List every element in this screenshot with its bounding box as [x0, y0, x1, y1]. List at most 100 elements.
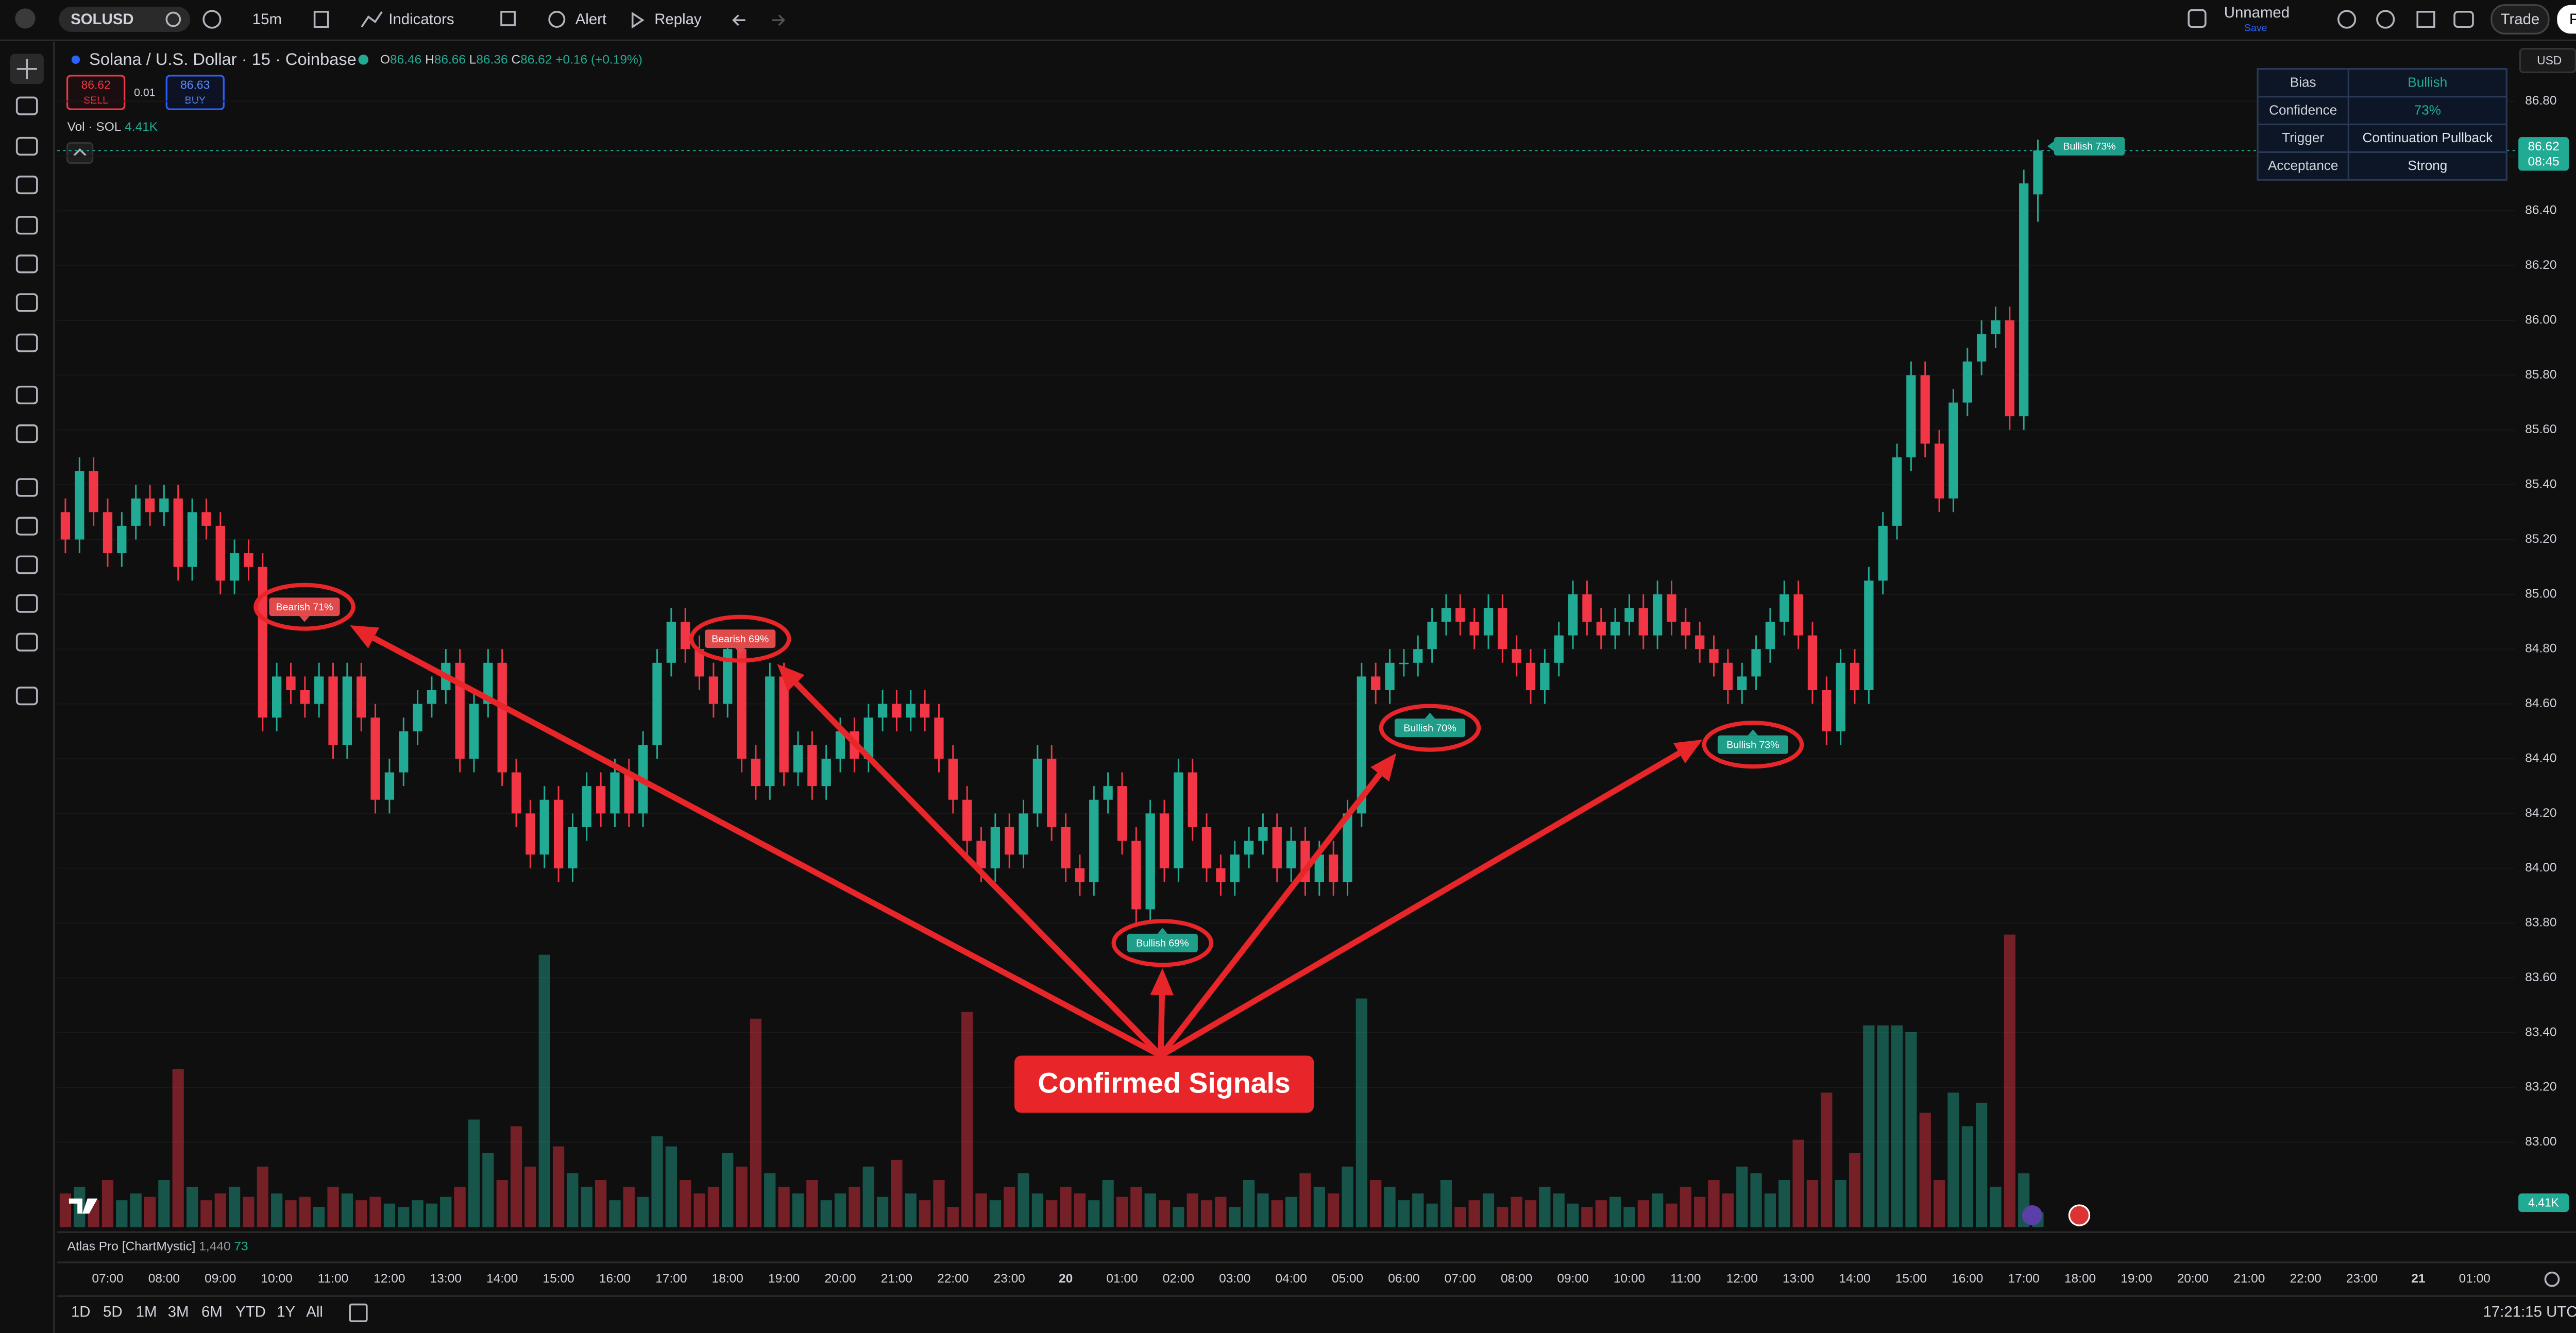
tool-icon[interactable]	[15, 385, 38, 405]
candle-body	[553, 799, 564, 868]
volume-bar	[623, 1187, 635, 1227]
tool-icon[interactable]	[15, 686, 38, 706]
go-to-date[interactable]	[349, 1303, 368, 1322]
x-tick-label: 03:00	[1219, 1272, 1250, 1286]
candle-body	[1850, 662, 1860, 690]
volume-bar	[1821, 1092, 1833, 1227]
compare-icon[interactable]	[165, 11, 181, 27]
layout-name[interactable]: Unnamed	[2224, 4, 2290, 21]
add-symbol[interactable]	[202, 10, 222, 29]
candle-body	[187, 512, 197, 567]
volume-bar	[1567, 1203, 1579, 1227]
snapshot[interactable]	[2453, 11, 2474, 28]
candle-body	[1765, 622, 1775, 650]
x-tick-label: 22:00	[937, 1272, 969, 1286]
volume-bar	[680, 1180, 691, 1227]
tool-icon[interactable]	[15, 333, 38, 352]
range-button[interactable]: 1Y	[277, 1304, 295, 1321]
signal-pointer	[735, 648, 745, 654]
range-button[interactable]: 5D	[103, 1304, 123, 1321]
arrow-shaft	[372, 635, 1162, 1058]
volume-bar	[665, 1146, 677, 1227]
candle-body	[863, 717, 873, 759]
tool-icon[interactable]	[15, 136, 38, 156]
table-value: Bullish	[2408, 74, 2447, 90]
tool-icon[interactable]	[15, 293, 38, 312]
tool-icon[interactable]	[15, 594, 38, 613]
volume-bar	[158, 1180, 170, 1227]
volume-bar	[1328, 1193, 1340, 1227]
collapse-legend[interactable]	[66, 142, 94, 164]
volume-bar	[1652, 1193, 1664, 1227]
quick-search[interactable]	[2337, 10, 2357, 29]
interval[interactable]: 15m	[252, 11, 282, 28]
currency-button[interactable]	[2519, 48, 2576, 73]
signal-box	[1394, 719, 1466, 738]
trade-button[interactable]	[2490, 4, 2550, 35]
candle-body	[1385, 662, 1395, 690]
volume-bar	[1637, 1200, 1649, 1227]
templates[interactable]	[500, 11, 516, 26]
volume-bar	[1849, 1153, 1861, 1227]
layout-checkbox[interactable]	[2188, 9, 2207, 28]
volume-bar	[355, 1200, 367, 1227]
y-tick-label: 83.80	[2525, 916, 2556, 930]
replay-button[interactable]: Replay	[654, 11, 702, 28]
tool-icon[interactable]	[15, 216, 38, 235]
redo[interactable]	[772, 14, 785, 26]
candle-body	[694, 649, 704, 677]
indicators-button[interactable]: Indicators	[388, 11, 454, 28]
chart-type[interactable]	[313, 11, 329, 28]
volume-bar	[1468, 1200, 1480, 1227]
symbol-search[interactable]	[59, 7, 190, 32]
volume-bar	[214, 1193, 226, 1227]
candle-body	[89, 471, 98, 512]
range-button[interactable]: All	[306, 1304, 323, 1321]
x-tick-label: 19:00	[768, 1272, 800, 1286]
chevron	[73, 148, 87, 157]
range-button[interactable]: YTD	[235, 1304, 266, 1321]
tool-icon[interactable]	[15, 517, 38, 536]
publish-button[interactable]	[2557, 5, 2576, 34]
candle-body	[1737, 676, 1747, 690]
tool-icon[interactable]	[15, 633, 38, 652]
volume-bar	[1004, 1187, 1015, 1227]
x-tick-label: 14:00	[486, 1272, 518, 1286]
h-label: H	[425, 53, 434, 67]
fullscreen[interactable]	[2416, 11, 2435, 28]
save-link[interactable]: Save	[2244, 23, 2267, 34]
range-button[interactable]: 3M	[168, 1304, 189, 1321]
candle-body	[455, 662, 465, 759]
candle-body	[892, 704, 902, 718]
tool-icon[interactable]	[15, 175, 38, 195]
x-tick-label: 17:00	[655, 1272, 687, 1286]
buy-label: BUY	[185, 95, 206, 106]
candle-body	[1314, 855, 1324, 882]
range-button[interactable]: 1M	[136, 1304, 157, 1321]
volume-bar	[764, 1173, 776, 1227]
tool-icon[interactable]	[15, 555, 38, 574]
logo[interactable]	[15, 8, 36, 29]
volume-bar	[398, 1207, 410, 1227]
candle-body	[1047, 758, 1057, 827]
tool-icon[interactable]	[15, 96, 38, 115]
tool-icon[interactable]	[15, 478, 38, 497]
candle-body	[1751, 649, 1761, 677]
alert-button[interactable]: Alert	[575, 11, 606, 28]
undo[interactable]	[732, 14, 745, 26]
settings[interactable]	[2376, 10, 2395, 29]
volume-bar	[1355, 998, 1367, 1227]
volume-bar	[891, 1159, 903, 1227]
candle-body	[765, 676, 775, 787]
axis-settings[interactable]	[2544, 1271, 2560, 1287]
tool-icon[interactable]	[15, 424, 38, 443]
last-price-label: 86.62	[2528, 140, 2560, 153]
tool-icon[interactable]	[15, 254, 38, 274]
range-button[interactable]: 1D	[71, 1304, 91, 1321]
volume-bar	[933, 1180, 945, 1227]
volume-bar	[1750, 1173, 1762, 1227]
volume-bar	[1736, 1166, 1748, 1227]
range-button[interactable]: 6M	[201, 1304, 223, 1321]
arrow-shaft	[1159, 750, 1681, 1058]
